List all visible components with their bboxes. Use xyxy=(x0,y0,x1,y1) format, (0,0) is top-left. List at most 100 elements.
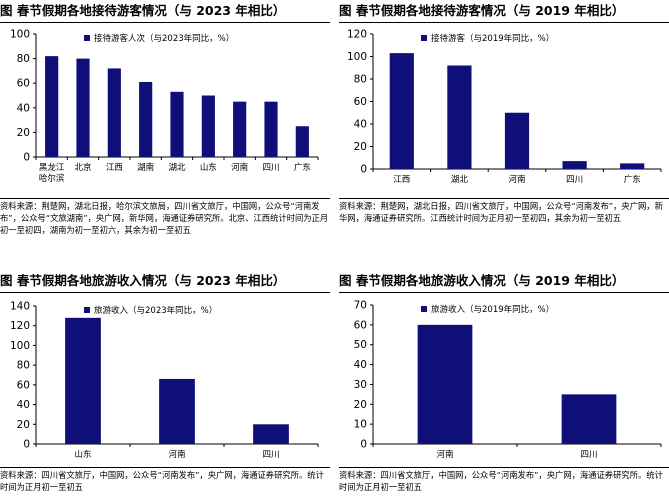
x-category-label: 河南 xyxy=(168,449,185,460)
x-category-label: 广东 xyxy=(294,162,311,173)
y-tick-label: 40 xyxy=(17,102,30,114)
y-tick-label: 40 xyxy=(354,359,367,371)
legend-label: 旅游收入（与2019年同比，%） xyxy=(431,304,554,315)
source-rule xyxy=(339,467,669,468)
x-category-label: 四川 xyxy=(262,450,279,460)
y-tick-label: 100 xyxy=(10,29,30,41)
x-category-label: 山东 xyxy=(74,449,91,460)
x-category-label: 江西 xyxy=(106,163,123,173)
x-category-label: 四川 xyxy=(580,450,597,460)
bar xyxy=(170,91,184,157)
legend-label: 接待游客人次（与2023年同比，%） xyxy=(94,33,234,44)
chart-panel-tourists-vs-2023: 图 春节假期各地接待游客情况（与 2023 年相比） 0 20 40 60 80 100 黑… xyxy=(0,0,330,250)
source-note: 资料来源：四川省文旅厅，中国网，公众号“河南发布”，央广网，海通证券研究所。统计… xyxy=(0,470,324,492)
title-rule-top xyxy=(339,22,669,23)
y-tick-label: 140 xyxy=(10,301,30,313)
x-category-label: 北京 xyxy=(74,162,91,173)
y-tick-label: 50 xyxy=(354,339,367,351)
y-tick-label: 80 xyxy=(17,53,30,65)
y-tick-label: 120 xyxy=(10,320,30,332)
x-category-label: 河南 xyxy=(231,162,248,173)
y-tick-label: 40 xyxy=(354,119,367,131)
bar xyxy=(447,65,472,169)
bar xyxy=(562,161,587,169)
bar xyxy=(233,101,247,157)
bar xyxy=(45,56,59,157)
source-note: 资料来源：四川省文旅厅，中国网，公众号“河南发布”，央广网，海通证券研究所。统计… xyxy=(339,470,663,492)
x-category-label: 山东 xyxy=(200,162,217,173)
bar xyxy=(417,324,473,444)
bar-chart: 0 10 20 30 40 50 60 70 河南 四川 旅游收入（与2019年同比，%） xyxy=(354,300,662,460)
y-tick-label: 80 xyxy=(354,74,367,86)
y-tick-label: 60 xyxy=(17,379,30,391)
bar xyxy=(253,424,289,444)
chart-panel-revenue-vs-2019: 图 春节假期各地旅游收入情况（与 2019 年相比） 0 10 20 30 40 50 60… xyxy=(339,270,669,497)
y-tick-label: 0 xyxy=(360,439,367,451)
x-category-label: 江西 xyxy=(393,175,410,185)
source-note: 资料来源：荆楚网，湖北日报，四川省文旅厅，中国网，公众号“河南发布”，央广网，新… xyxy=(339,201,663,223)
y-tick-label: 30 xyxy=(354,379,367,391)
y-tick-label: 20 xyxy=(354,399,367,411)
x-category-label: 湖南 xyxy=(137,162,154,173)
chart-title: 图 春节假期各地接待游客情况（与 2019 年相比） xyxy=(339,3,625,18)
bar-chart: 0 20 40 60 80 100 120 140 山东 河南 四川 旅游收入（与2023年同比，%） xyxy=(10,301,319,460)
y-tick-label: 60 xyxy=(354,319,367,331)
y-tick-label: 0 xyxy=(23,152,30,164)
title-rule-top xyxy=(0,292,330,293)
y-tick-label: 60 xyxy=(17,78,30,90)
x-category-label: 哈尔滨 xyxy=(39,173,65,184)
bar-chart: 0 20 40 60 80 100 120 江西 湖北 河南 四川 广东 接待游客（与2019年同比，%… xyxy=(347,29,662,185)
chart-panel-tourists-vs-2019: 图 春节假期各地接待游客情况（与 2019 年相比） 0 20 40 60 80 100 1… xyxy=(339,0,669,250)
bar xyxy=(159,378,195,444)
bar xyxy=(76,58,90,157)
source-rule xyxy=(339,198,669,199)
bar xyxy=(65,317,101,444)
chart-title: 图 春节假期各地旅游收入情况（与 2023 年相比） xyxy=(0,273,286,288)
x-category-label: 四川 xyxy=(262,163,279,173)
bar xyxy=(264,101,278,157)
chart-title: 图 春节假期各地旅游收入情况（与 2019 年相比） xyxy=(339,273,625,288)
legend-swatch xyxy=(84,35,90,41)
x-category-label: 广东 xyxy=(624,174,641,185)
legend-swatch xyxy=(84,307,90,313)
x-category-label: 四川 xyxy=(566,175,583,185)
x-category-label: 黑龙江 xyxy=(39,162,65,173)
y-tick-label: 0 xyxy=(23,439,30,451)
y-tick-label: 100 xyxy=(347,51,367,63)
y-tick-label: 70 xyxy=(354,300,367,312)
bar xyxy=(139,81,153,157)
y-tick-label: 60 xyxy=(354,96,367,108)
x-category-label: 河南 xyxy=(436,449,453,460)
bar xyxy=(295,126,309,157)
y-tick-label: 10 xyxy=(354,419,367,431)
legend-swatch xyxy=(421,35,427,41)
chart-title: 图 春节假期各地接待游客情况（与 2023 年相比） xyxy=(0,3,286,18)
bar xyxy=(201,95,215,157)
bar xyxy=(561,394,617,444)
title-rule-top xyxy=(0,22,330,23)
y-tick-label: 40 xyxy=(17,399,30,411)
x-category-label: 河南 xyxy=(508,174,525,185)
source-note: 资料来源：荆楚网，湖北日报，哈尔滨文旅局，四川省文旅厅，中国网，公众号“河南发布… xyxy=(0,201,329,235)
x-category-label: 湖北 xyxy=(451,175,469,185)
y-tick-label: 20 xyxy=(17,419,30,431)
title-rule-top xyxy=(339,292,669,293)
legend-swatch xyxy=(421,306,427,312)
bar xyxy=(620,163,645,169)
chart-panel-revenue-vs-2023: 图 春节假期各地旅游收入情况（与 2023 年相比） 0 20 40 60 80 100 1… xyxy=(0,270,330,497)
y-tick-label: 100 xyxy=(10,340,30,352)
source-rule xyxy=(0,198,330,199)
x-category-label: 湖北 xyxy=(168,163,186,173)
source-rule xyxy=(0,467,330,468)
bar xyxy=(107,68,121,157)
legend-label: 旅游收入（与2023年同比，%） xyxy=(94,305,217,316)
legend-label: 接待游客（与2019年同比，%） xyxy=(431,33,554,44)
bar xyxy=(389,53,414,169)
y-tick-label: 20 xyxy=(354,141,367,153)
y-tick-label: 20 xyxy=(17,127,30,139)
y-tick-label: 80 xyxy=(17,360,30,372)
bar xyxy=(504,112,530,169)
y-tick-label: 0 xyxy=(360,164,367,176)
y-tick-label: 120 xyxy=(347,29,367,41)
